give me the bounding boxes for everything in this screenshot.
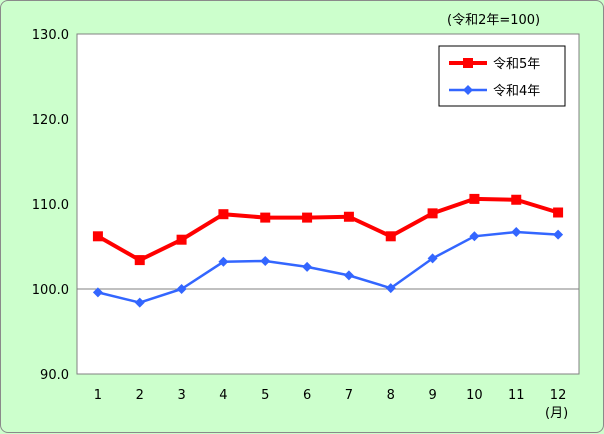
data-point — [92, 231, 103, 242]
y-axis: 90.0 100.0 110.0 120.0 130.0 — [32, 28, 69, 383]
data-point — [385, 231, 396, 242]
x-tick-label: 6 — [303, 388, 311, 403]
data-point — [553, 207, 564, 218]
data-point — [218, 209, 229, 220]
unit-label: (令和2年=100) — [447, 13, 540, 28]
data-point — [469, 193, 480, 204]
series-line — [96, 196, 559, 263]
data-point — [134, 255, 145, 266]
data-point — [511, 227, 522, 238]
series-layer — [92, 193, 564, 308]
data-point — [427, 208, 438, 219]
y-tick-label: 130.0 — [32, 28, 69, 43]
data-point — [260, 255, 271, 266]
y-tick-label: 110.0 — [32, 198, 69, 213]
series-令和5年 — [92, 193, 564, 266]
data-point — [385, 283, 396, 294]
x-tick-label: 11 — [508, 388, 525, 403]
data-point — [427, 253, 438, 264]
data-point — [302, 261, 313, 272]
legend-box — [438, 45, 566, 107]
data-point — [176, 234, 187, 245]
legend-label: 令和4年 — [493, 84, 540, 99]
x-axis: 1 2 3 4 5 6 7 8 9 10 11 12 — [94, 388, 567, 403]
data-point — [92, 287, 103, 298]
x-tick-label: 5 — [261, 388, 269, 403]
x-tick-label: 8 — [387, 388, 395, 403]
x-tick-label: 4 — [219, 388, 227, 403]
legend-label: 令和5年 — [493, 57, 540, 72]
data-point — [134, 297, 145, 308]
data-point — [343, 270, 354, 281]
x-tick-label: 3 — [177, 388, 185, 403]
data-point — [469, 231, 480, 242]
y-tick-label: 90.0 — [40, 368, 69, 383]
x-tick-label: 12 — [550, 388, 567, 403]
legend-marker — [463, 58, 473, 68]
y-tick-label: 100.0 — [32, 283, 69, 298]
x-unit-label: (月) — [545, 406, 568, 421]
series-line — [97, 230, 559, 304]
data-point — [511, 194, 522, 205]
x-tick-label: 9 — [428, 388, 436, 403]
x-tick-label: 2 — [136, 388, 144, 403]
data-point — [302, 212, 313, 223]
data-point — [260, 212, 271, 223]
series-令和4年 — [92, 227, 564, 308]
data-point — [553, 229, 564, 240]
data-point — [176, 284, 187, 294]
legend-marker — [463, 85, 473, 95]
data-point — [218, 256, 229, 267]
x-tick-label: 1 — [94, 388, 102, 403]
x-tick-label: 7 — [345, 388, 353, 403]
data-point — [343, 211, 354, 222]
y-tick-label: 120.0 — [32, 113, 69, 128]
x-tick-label: 10 — [466, 388, 483, 403]
